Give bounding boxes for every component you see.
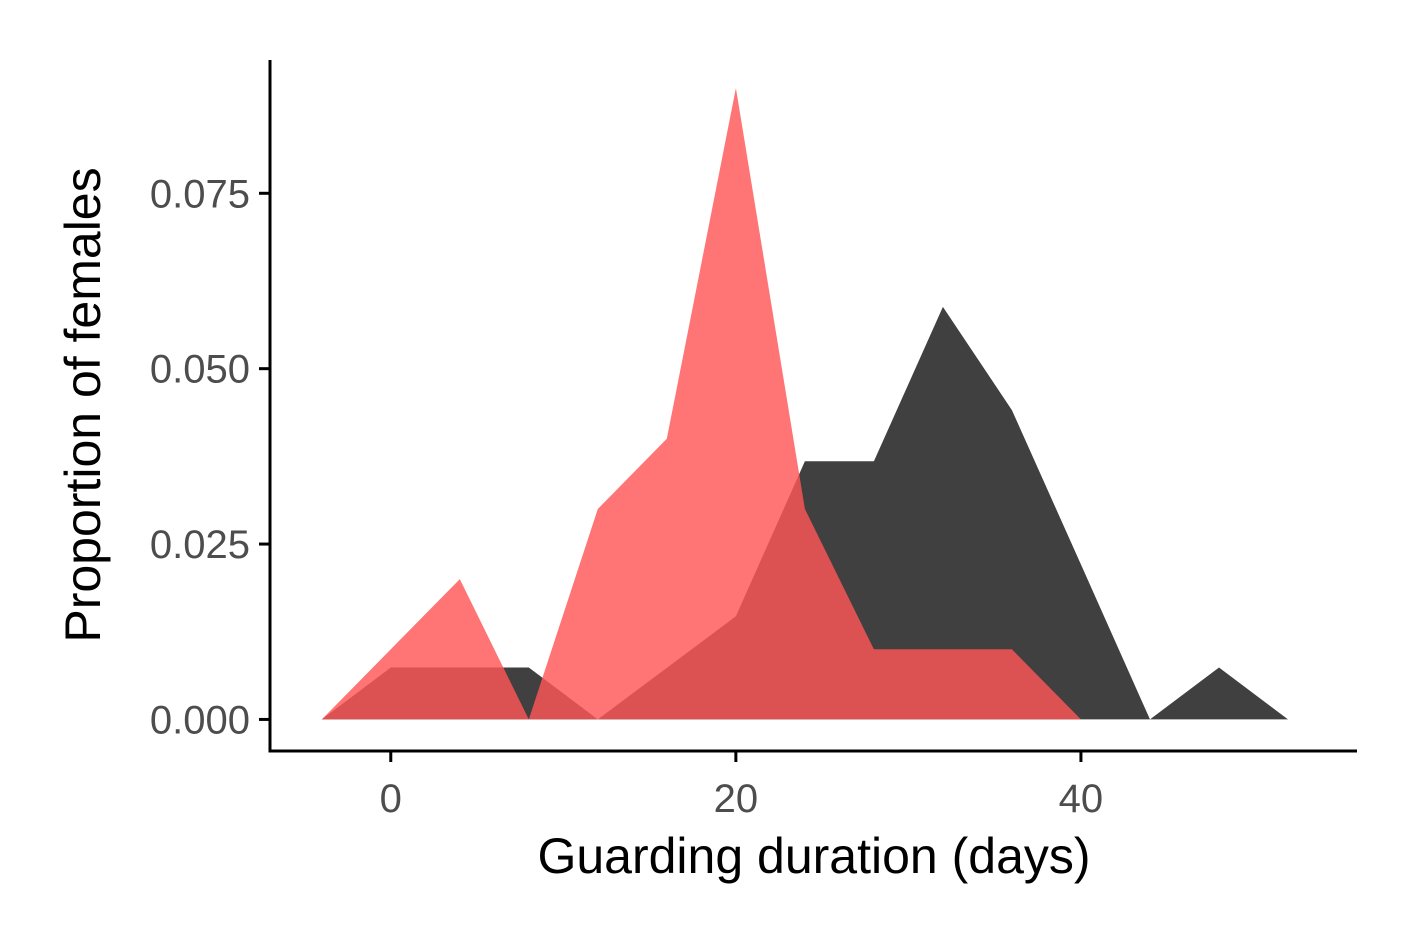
y-axis-title: Proportion of females [55,167,111,642]
axes-layer: 0.000 0.025 0.050 0.075 0 20 40 [150,60,1357,821]
y-tick-label: 0.000 [150,698,250,742]
x-tick-label: 0 [380,777,402,821]
series-layer [321,88,1288,720]
x-tick-label: 20 [714,777,759,821]
y-tick-label: 0.050 [150,348,250,392]
x-tick-label: 40 [1059,777,1104,821]
x-axis-title: Guarding duration (days) [537,828,1090,884]
y-tick-label: 0.075 [150,172,250,216]
y-tick-label: 0.025 [150,523,250,567]
series-area-2 [321,88,1081,720]
